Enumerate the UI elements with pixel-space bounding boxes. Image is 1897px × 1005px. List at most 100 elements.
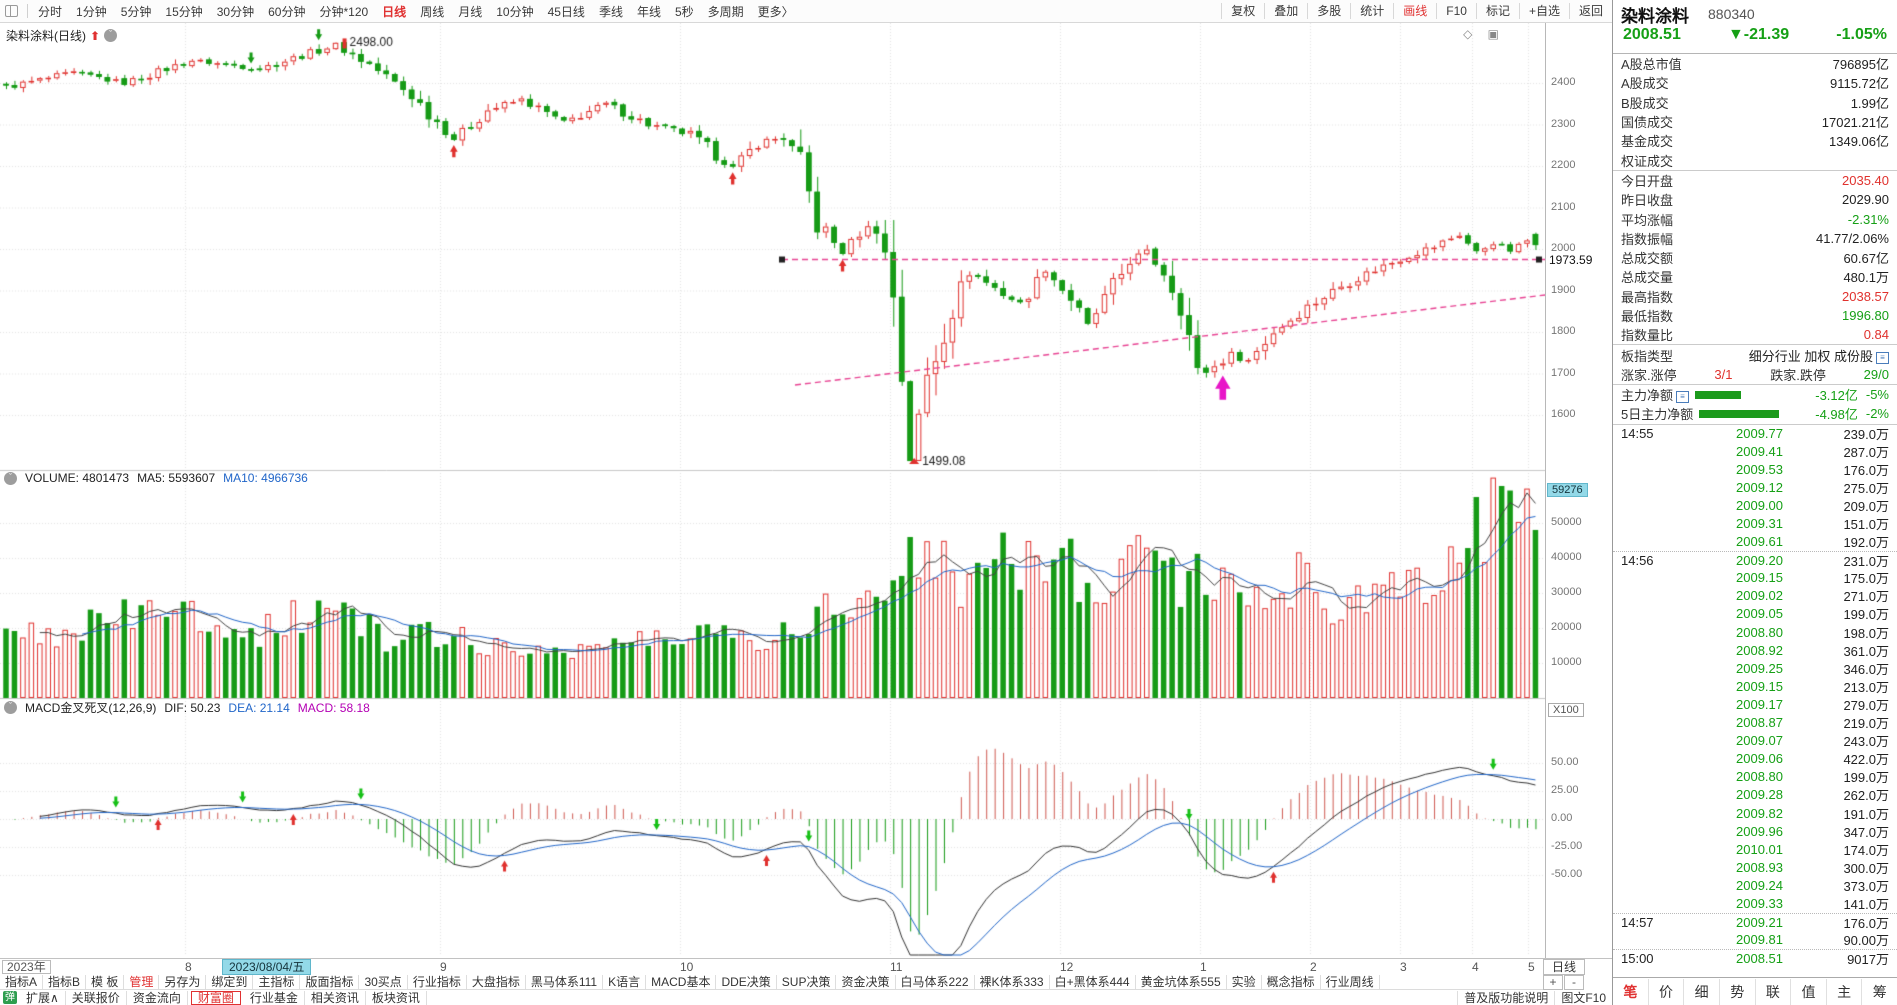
tool-button[interactable]: +自选 xyxy=(1518,3,1569,19)
flow-icon[interactable]: ≡ xyxy=(1676,391,1690,404)
period-item[interactable]: 日线 xyxy=(382,4,407,19)
panel-tab[interactable]: 值 xyxy=(1790,978,1826,1005)
popup-badge[interactable]: 弹 xyxy=(3,991,17,1004)
panel-tab[interactable]: 细 xyxy=(1683,978,1719,1005)
period-item[interactable]: 季线 xyxy=(598,4,623,19)
tick-volume: 176.0万 xyxy=(1843,915,1889,931)
period-item[interactable]: 更多〉 xyxy=(757,4,794,19)
board-section: 板指类型 细分行业 加权 成份股 ≡ 涨家.涨停 3/1 跌家.跌停 29/0 xyxy=(1613,345,1897,386)
tool-button[interactable]: 多股 xyxy=(1307,3,1350,19)
indicator-tab[interactable]: 主指标 xyxy=(253,975,301,989)
extension-tab[interactable]: 资金流向 xyxy=(127,990,188,1005)
panel-tab[interactable]: 笔 xyxy=(1623,983,1638,1000)
indicator-tab[interactable]: 白+黑体系444 xyxy=(1050,975,1136,989)
year-label[interactable]: 2023年 xyxy=(2,960,51,974)
volume-pane-header: ˇ VOLUME: 4801473 MA5: 5593607 MA10: 496… xyxy=(4,471,308,485)
tool-button[interactable]: 标记 xyxy=(1475,3,1519,19)
indicator-tab[interactable]: 大盘指标 xyxy=(467,975,526,989)
indicator-tab[interactable]: K语言 xyxy=(603,975,647,989)
panel-tab[interactable]: 联 xyxy=(1754,978,1791,1005)
stat-label: 指数量比 xyxy=(1621,328,1674,344)
period-item[interactable]: 多周期 xyxy=(707,4,744,19)
tool-button[interactable]: 画线 xyxy=(1393,3,1436,19)
period-item[interactable]: 月线 xyxy=(458,4,483,19)
pane-corner-icons[interactable]: ◇ ▣ xyxy=(1463,27,1505,41)
period-item[interactable]: 年线 xyxy=(636,4,661,19)
extension-tab[interactable]: 关联报价 xyxy=(66,990,127,1005)
highlighted-date[interactable]: 2023/08/04/五 xyxy=(222,959,312,975)
panel-tab[interactable]: 价 xyxy=(1647,978,1684,1005)
extension-tab[interactable]: 行业基金 xyxy=(244,990,305,1005)
tool-button[interactable]: 返回 xyxy=(1568,3,1612,19)
indicator-tab[interactable]: 行业指标 xyxy=(408,975,467,989)
period-item[interactable]: 1分钟 xyxy=(76,4,107,19)
volume-ma5: MA5: 5593607 xyxy=(137,471,216,485)
month-label: 4 xyxy=(1472,960,1479,974)
panel-tab[interactable]: 筹 xyxy=(1861,978,1897,1005)
indicator-tab[interactable]: DDE决策 xyxy=(716,975,777,989)
kline-chart-canvas[interactable] xyxy=(0,23,1545,958)
period-item[interactable]: 分时 xyxy=(38,4,63,19)
indicator-tab[interactable]: 行业周线 xyxy=(1321,975,1380,989)
period-label-box[interactable]: 日线 xyxy=(1543,959,1585,975)
indicator-tab[interactable]: 白马体系222 xyxy=(896,975,975,989)
indicator-tab[interactable]: 指标A xyxy=(0,975,44,989)
indicator-tab[interactable]: 资金决策 xyxy=(836,975,896,989)
extension-tab[interactable]: 扩展∧ xyxy=(20,990,66,1005)
indicator-tab[interactable]: 另存为 xyxy=(159,975,207,989)
help-link[interactable]: 图文F10 xyxy=(1554,990,1612,1005)
tick-price: 2009.15 xyxy=(1736,570,1783,586)
price-change: ▼-21.39 xyxy=(1727,26,1790,43)
extension-tab-bar: 弹 扩展∧ 关联报价 资金流向 财富圈 行业基金 相关资讯 板块资讯 普及版功能说明 图文F10 xyxy=(0,990,1612,1005)
chevron-down-icon[interactable]: ˇ xyxy=(104,29,118,42)
quote-panel: 染料涂料 880340 2008.51 ▼-21.39 -1.05% A股总市值… xyxy=(1612,0,1897,1005)
time-axis: 2023年 2023/08/04/五 日线 8 9 10 11 12 1 2 3 4 5 xyxy=(0,958,1612,975)
zoom-out-button[interactable]: - xyxy=(1564,975,1584,990)
stat-row: 基金成交 1349.06亿 xyxy=(1613,131,1897,150)
extension-tab[interactable]: 板块资讯 xyxy=(366,990,427,1005)
indicator-tab[interactable]: 黄金坑体系555 xyxy=(1136,975,1227,989)
extension-tab[interactable]: 相关资讯 xyxy=(305,990,366,1005)
indicator-tab[interactable]: 裸K体系333 xyxy=(975,975,1050,989)
volume-tick: 10000 xyxy=(1551,656,1582,668)
indicator-tab[interactable]: 版面指标 xyxy=(300,975,360,989)
indicator-tab[interactable]: MACD基本 xyxy=(646,975,717,989)
period-item[interactable]: 5秒 xyxy=(674,4,694,19)
extension-tab[interactable]: 财富圈 xyxy=(190,990,241,1005)
zoom-in-button[interactable]: + xyxy=(1543,975,1563,990)
indicator-tab[interactable]: 绑定到 xyxy=(206,975,254,989)
period-item[interactable]: 30分钟 xyxy=(216,4,255,19)
top-toolbar: 分时 1分钟 5分钟 15分钟 30分钟 60分钟 分钟*120 日线 周线 月线 10分钟 45日线… xyxy=(0,0,1612,23)
tool-button[interactable]: 复权 xyxy=(1221,3,1264,19)
period-item[interactable]: 10分钟 xyxy=(496,4,534,19)
panel-tab[interactable]: 主 xyxy=(1825,978,1862,1005)
panel-tab[interactable]: 势 xyxy=(1718,978,1755,1005)
tool-button[interactable]: 叠加 xyxy=(1264,3,1307,19)
price-tick: 2400 xyxy=(1551,76,1576,88)
tool-button[interactable]: 统计 xyxy=(1350,3,1393,19)
tool-button[interactable]: F10 xyxy=(1436,3,1476,19)
indicator-tab[interactable]: 模 板 xyxy=(86,975,125,989)
components-icon[interactable]: ≡ xyxy=(1876,351,1889,364)
indicator-tab[interactable]: SUP决策 xyxy=(777,975,837,989)
period-item[interactable]: 分钟*120 xyxy=(319,4,369,19)
indicator-tab[interactable]: 管理 xyxy=(124,975,160,989)
indicator-tab[interactable]: 概念指标 xyxy=(1262,975,1321,989)
indicator-tab[interactable]: 实验 xyxy=(1227,975,1262,989)
collapse-icon[interactable]: ˇ xyxy=(4,701,17,714)
period-item[interactable]: 45日线 xyxy=(547,4,585,19)
collapse-icon[interactable]: ˇ xyxy=(4,471,17,485)
help-link[interactable]: 普及版功能说明 xyxy=(1457,990,1554,1005)
down-count: 29/0 xyxy=(1863,366,1889,382)
indicator-tab[interactable]: 指标B xyxy=(43,975,87,989)
period-item[interactable]: 15分钟 xyxy=(165,4,203,19)
indicator-tab[interactable]: 30买点 xyxy=(359,975,408,989)
period-item[interactable]: 60分钟 xyxy=(268,4,306,19)
price-tick: 1700 xyxy=(1551,366,1576,379)
layout-icon[interactable] xyxy=(5,5,18,17)
period-item[interactable]: 周线 xyxy=(420,4,445,19)
period-item[interactable]: 5分钟 xyxy=(120,4,152,19)
volume-ma10: MA10: 4966736 xyxy=(223,471,308,485)
tick-volume: 373.0万 xyxy=(1843,878,1889,894)
indicator-tab[interactable]: 黑马体系111 xyxy=(526,975,604,989)
